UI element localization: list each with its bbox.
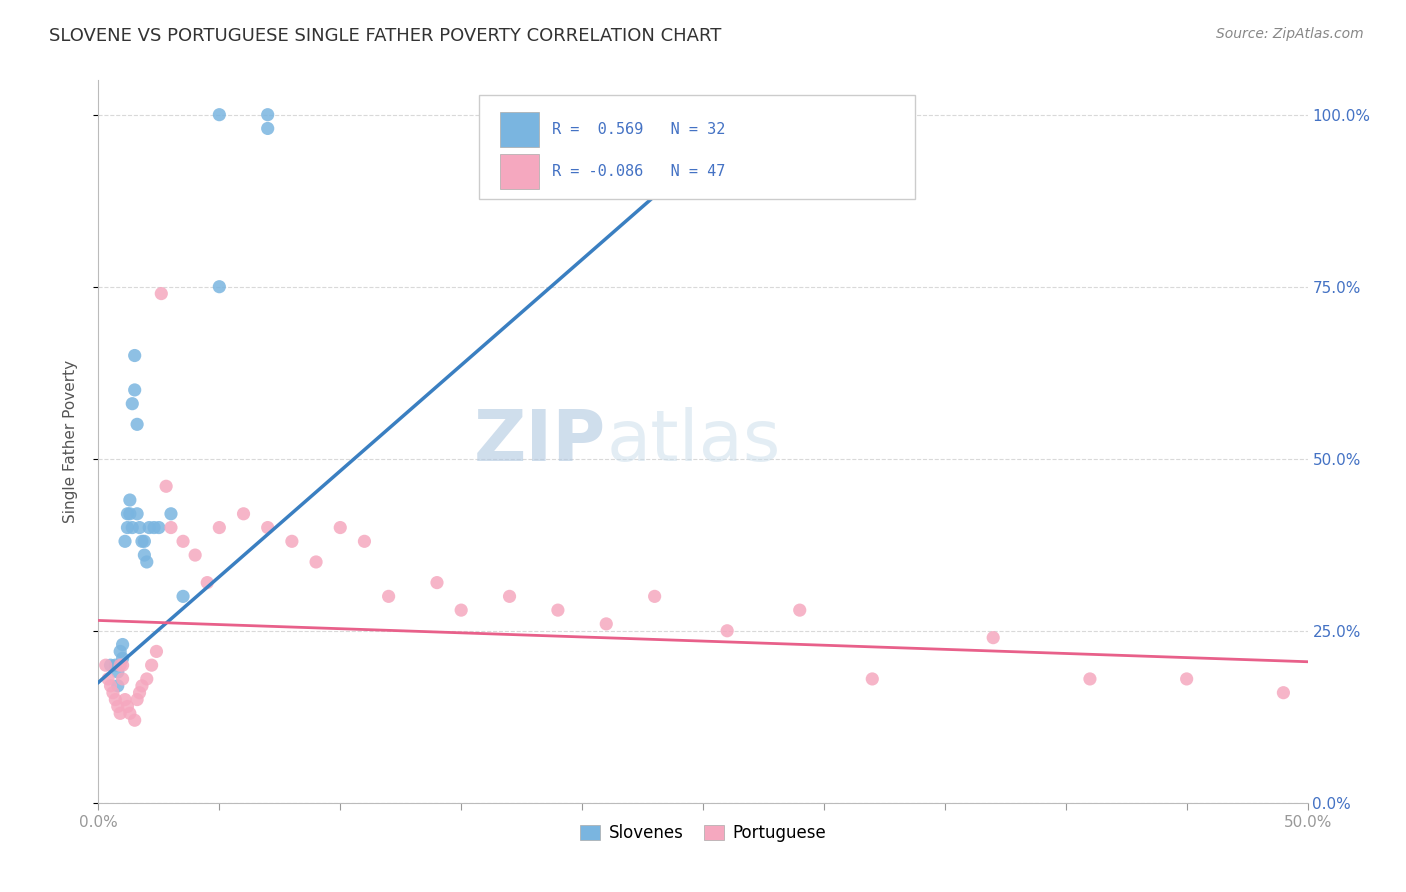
Point	[108, 706, 131, 721]
Y-axis label: Single Father Poverty: Single Father Poverty	[63, 360, 77, 523]
Point	[114, 692, 136, 706]
Point	[111, 658, 134, 673]
Point	[118, 493, 141, 508]
Point	[100, 658, 122, 673]
Point	[377, 590, 399, 604]
Point	[1078, 672, 1101, 686]
Point	[145, 644, 167, 658]
Point	[256, 520, 278, 534]
Point	[143, 520, 166, 534]
Point	[108, 658, 131, 673]
Point	[124, 349, 146, 363]
Point	[160, 520, 183, 534]
Point	[97, 672, 120, 686]
Point	[134, 548, 156, 562]
Point	[716, 624, 738, 638]
Point	[208, 279, 231, 293]
Point	[128, 686, 150, 700]
Point	[981, 631, 1004, 645]
Point	[127, 507, 149, 521]
Point	[305, 555, 328, 569]
Point	[1272, 686, 1295, 700]
Point	[135, 555, 157, 569]
Point	[160, 507, 183, 521]
Point	[111, 672, 134, 686]
Point	[111, 638, 134, 652]
Point	[101, 686, 124, 700]
Point	[172, 590, 194, 604]
Point	[860, 672, 883, 686]
Point	[108, 644, 131, 658]
Point	[117, 520, 139, 534]
Point	[135, 672, 157, 686]
FancyBboxPatch shape	[479, 95, 915, 200]
Point	[121, 397, 143, 411]
Point	[121, 520, 143, 534]
Point	[172, 534, 194, 549]
Point	[281, 534, 304, 549]
Point	[426, 575, 449, 590]
Point	[114, 534, 136, 549]
Point	[107, 699, 129, 714]
Point	[118, 507, 141, 521]
Text: Source: ZipAtlas.com: Source: ZipAtlas.com	[1216, 27, 1364, 41]
Point	[104, 692, 127, 706]
Point	[138, 520, 160, 534]
Point	[1175, 672, 1198, 686]
Point	[104, 658, 127, 673]
Point	[111, 651, 134, 665]
Point	[131, 679, 153, 693]
Bar	[501, 154, 538, 189]
Point	[141, 658, 163, 673]
Point	[131, 534, 153, 549]
Bar	[501, 112, 538, 147]
Point	[127, 692, 149, 706]
Point	[134, 534, 156, 549]
Point	[117, 699, 139, 714]
Point	[498, 590, 520, 604]
Point	[100, 679, 122, 693]
Point	[595, 616, 617, 631]
Point	[208, 520, 231, 534]
Point	[547, 603, 569, 617]
Point	[353, 534, 375, 549]
Point	[94, 658, 117, 673]
Point	[256, 108, 278, 122]
Point	[124, 713, 146, 727]
Point	[256, 121, 278, 136]
Point	[127, 417, 149, 432]
Point	[232, 507, 254, 521]
Point	[107, 679, 129, 693]
Point	[644, 590, 666, 604]
Point	[124, 383, 146, 397]
Point	[184, 548, 207, 562]
Point	[148, 520, 170, 534]
Legend: Slovenes, Portuguese: Slovenes, Portuguese	[574, 817, 832, 848]
Point	[195, 575, 218, 590]
Point	[118, 706, 141, 721]
Point	[329, 520, 352, 534]
Point	[107, 665, 129, 679]
Point	[128, 520, 150, 534]
Point	[208, 108, 231, 122]
Text: SLOVENE VS PORTUGUESE SINGLE FATHER POVERTY CORRELATION CHART: SLOVENE VS PORTUGUESE SINGLE FATHER POVE…	[49, 27, 721, 45]
Point	[150, 286, 173, 301]
Point	[450, 603, 472, 617]
Text: R = -0.086   N = 47: R = -0.086 N = 47	[551, 164, 725, 178]
Text: atlas: atlas	[606, 407, 780, 476]
Point	[117, 507, 139, 521]
Point	[155, 479, 177, 493]
Text: ZIP: ZIP	[474, 407, 606, 476]
Text: R =  0.569   N = 32: R = 0.569 N = 32	[551, 122, 725, 136]
Point	[789, 603, 811, 617]
